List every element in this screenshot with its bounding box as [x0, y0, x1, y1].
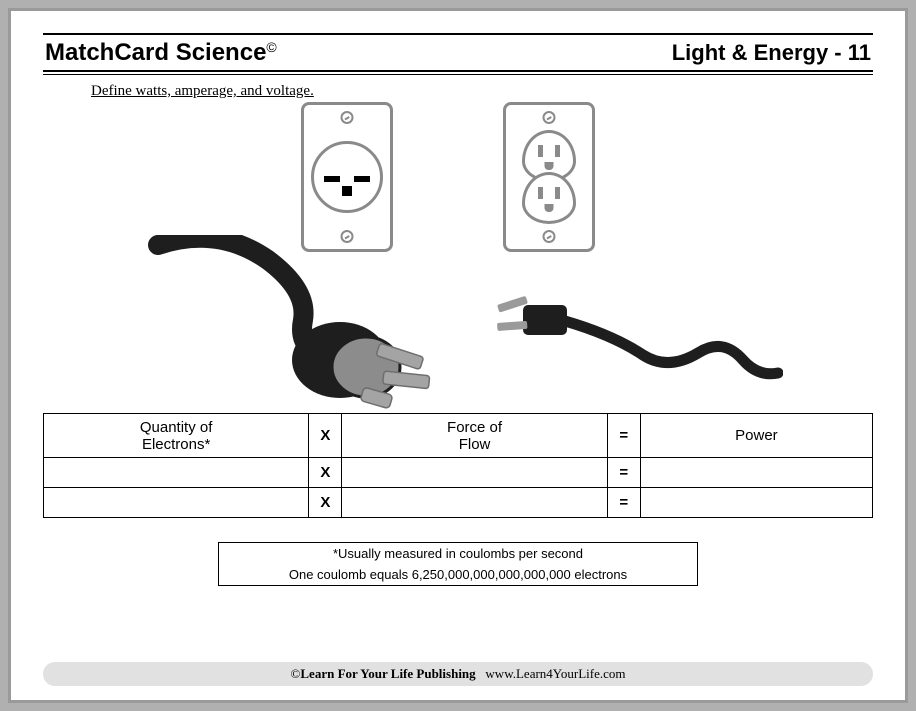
cell-op-equals: = [607, 488, 640, 518]
brand-text: MatchCard Science [45, 39, 266, 66]
cell-op-equals: = [607, 458, 640, 488]
cell-blank [44, 458, 309, 488]
outlet-240v [301, 102, 393, 252]
col-header-equals: = [607, 414, 640, 458]
screw-icon [341, 111, 354, 124]
cell-op-times: X [309, 458, 342, 488]
publisher-footer: ©Learn For Your Life Publishing www.Lear… [43, 662, 873, 686]
footnote-line2: One coulomb equals 6,250,000,000,000,000… [219, 564, 697, 585]
cell-blank [342, 458, 607, 488]
cell-blank [640, 458, 872, 488]
rule-mid-thin [43, 74, 873, 75]
instruction-text: Define watts, amperage, and voltage. [91, 83, 873, 100]
screw-icon [543, 230, 556, 243]
table-header-row: Quantity of Electrons* X Force of Flow =… [44, 414, 873, 458]
footer-copyright: © [290, 666, 300, 681]
equation-table: Quantity of Electrons* X Force of Flow =… [43, 413, 873, 518]
plug-2prong-icon [463, 275, 783, 385]
cell-blank [44, 488, 309, 518]
brand-title: MatchCard Science© [45, 39, 277, 67]
plug-3prong-icon [148, 235, 438, 415]
socket-us [522, 172, 576, 224]
copyright-mark: © [266, 39, 276, 55]
cell-blank [342, 488, 607, 518]
cell-blank [640, 488, 872, 518]
table-row: X = [44, 458, 873, 488]
cell-op-times: X [309, 488, 342, 518]
table-row: X = [44, 488, 873, 518]
col-header-quantity: Quantity of Electrons* [44, 414, 309, 458]
col-header-times: X [309, 414, 342, 458]
col-header-force: Force of Flow [342, 414, 607, 458]
footnote-box: *Usually measured in coulombs per second… [218, 542, 698, 586]
footnote-line1: *Usually measured in coulombs per second [219, 543, 697, 564]
screw-icon [543, 111, 556, 124]
footer-publisher: Learn For Your Life Publishing [300, 666, 475, 681]
outlet-duplex [503, 102, 595, 252]
col-header-power: Power [640, 414, 872, 458]
footer-url: www.Learn4YourLife.com [485, 666, 625, 681]
header: MatchCard Science© Light & Energy - 11 [43, 35, 873, 70]
illustration-area [43, 100, 873, 405]
worksheet-page: MatchCard Science© Light & Energy - 11 D… [8, 8, 908, 703]
socket-round [311, 141, 383, 213]
unit-title: Light & Energy - 11 [672, 40, 871, 66]
